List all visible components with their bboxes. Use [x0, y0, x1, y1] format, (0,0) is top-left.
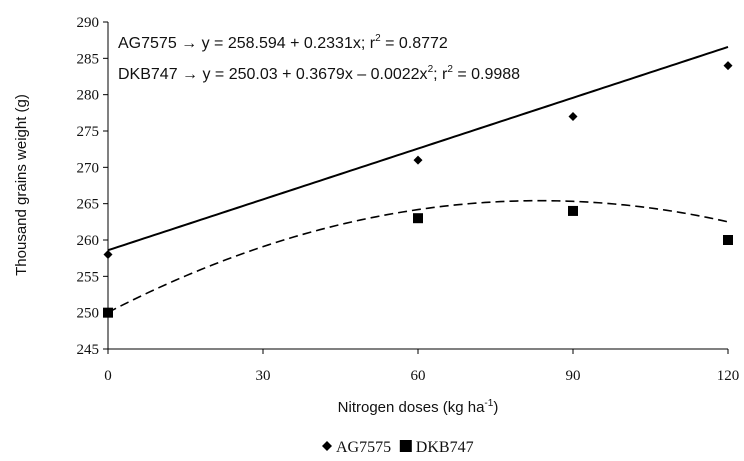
- y-tick-label: 245: [77, 342, 100, 358]
- equation-annotations: AG7575 → y = 258.594 + 0.2331x; r2 = 0.8…: [118, 33, 520, 83]
- data-point-ag7575: [568, 111, 578, 121]
- legend-label: AG7575: [336, 439, 391, 456]
- x-tick-label: 0: [104, 368, 112, 384]
- y-tick-label: 265: [77, 197, 100, 213]
- y-tick-label: 270: [77, 160, 100, 176]
- legend-marker-dkb747: [399, 440, 412, 452]
- data-point-ag7575: [103, 250, 113, 260]
- x-axis-title: Nitrogen doses (kg ha-1): [338, 398, 499, 416]
- y-axis-title: Thousand grains weight (g): [13, 94, 30, 276]
- trend-line-dkb747: [107, 199, 729, 314]
- data-point-dkb747: [723, 235, 733, 245]
- y-tick-label: 250: [77, 306, 100, 322]
- x-tick-label: 120: [717, 368, 740, 384]
- data-point-dkb747: [568, 205, 578, 216]
- y-tick-label: 260: [77, 233, 100, 249]
- data-point-dkb747: [103, 307, 113, 318]
- data-point-ag7575: [723, 61, 733, 71]
- x-tick-label: 30: [256, 368, 271, 384]
- x-tick-label: 90: [566, 368, 581, 384]
- x-tick-label: 60: [411, 368, 426, 384]
- legend-marker-ag7575: [322, 441, 332, 451]
- legend-label: DKB747: [416, 439, 474, 456]
- legend: AG7575 DKB747: [322, 439, 474, 456]
- regression-equation: AG7575 → y = 258.594 + 0.2331x; r2 = 0.8…: [118, 33, 448, 52]
- regression-equation: DKB747 → y = 250.03 + 0.3679x – 0.0022x2…: [118, 64, 520, 83]
- y-tick-label: 290: [77, 15, 100, 31]
- trend-line-ag7575: [107, 46, 729, 252]
- y-tick-label: 275: [77, 124, 100, 140]
- series-lines: [107, 46, 729, 314]
- y-tick-label: 280: [77, 88, 100, 104]
- y-axis-ticks: 245 250 255 260 265 270 275 280 285 290: [77, 15, 108, 358]
- y-tick-label: 255: [77, 269, 100, 285]
- y-tick-label: 285: [77, 51, 100, 67]
- data-point-ag7575: [413, 155, 423, 165]
- data-point-dkb747: [413, 213, 423, 224]
- x-axis-ticks: 0 30 60 90 120: [104, 349, 739, 384]
- series-points: [103, 61, 733, 318]
